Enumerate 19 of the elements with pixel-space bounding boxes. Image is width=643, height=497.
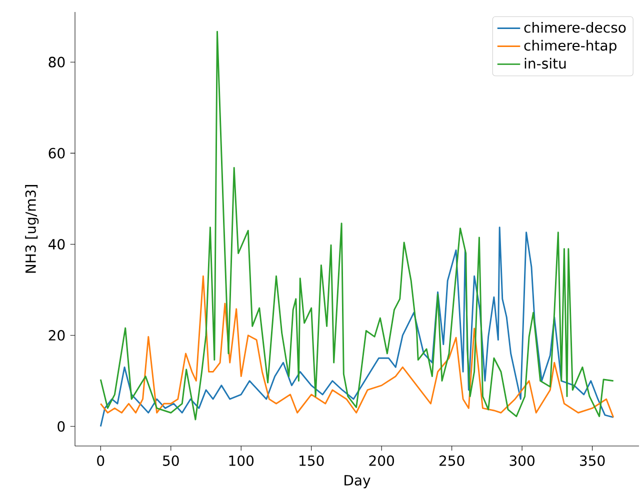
x-tick-label: 350: [580, 455, 605, 466]
legend-label: in-situ: [524, 58, 566, 69]
x-tick-label: 250: [439, 455, 464, 466]
y-tick-label: 60: [48, 148, 65, 158]
x-tick-label: 150: [300, 455, 324, 466]
x-tick-label: 100: [229, 455, 254, 466]
y-axis-title: NH3 [ug/m3]: [25, 185, 39, 273]
y-tick-label: 80: [48, 56, 65, 68]
y-tick-label: 40: [48, 238, 65, 250]
x-tick-label: 200: [369, 455, 394, 466]
x-tick-label: 50: [163, 455, 179, 466]
x-tick-label: 0: [97, 455, 104, 466]
y-tick-label: 0: [58, 421, 65, 432]
legend-label: chimere-htap: [524, 40, 616, 54]
y-tick-label: 20: [48, 330, 65, 341]
x-axis-title: Day: [344, 475, 370, 488]
legend-label: chimere-decso: [524, 22, 626, 33]
x-tick-label: 300: [510, 455, 534, 466]
line-series: [100, 275, 614, 418]
